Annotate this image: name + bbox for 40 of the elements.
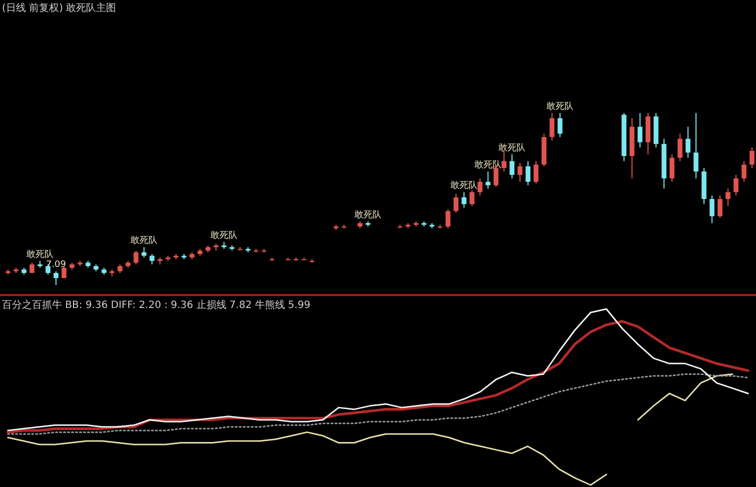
- candlestick: [150, 254, 154, 265]
- candlestick: [486, 170, 490, 190]
- candlestick: [694, 112, 698, 179]
- candlestick: [678, 133, 682, 162]
- candlestick: [558, 112, 562, 138]
- text: 敢死队: [26, 250, 54, 260]
- candlestick: [134, 250, 138, 265]
- candlestick: [470, 190, 474, 206]
- candlestick: [510, 154, 514, 179]
- chart-title: 百分之百抓牛 BB: 9.36 DIFF: 2.20 : 9.36 止损线 7.82 牛熊线 5.99: [2, 299, 310, 311]
- candlestick: [518, 162, 522, 182]
- text: 敢死队: [130, 236, 158, 246]
- candlestick: [686, 126, 690, 158]
- text: 敢死队: [210, 231, 238, 241]
- candlestick: [478, 178, 482, 196]
- chart-title: (日线 前复权) 敢死队主图: [2, 2, 116, 14]
- candlestick: [718, 195, 722, 218]
- candlestick: [54, 270, 58, 286]
- candlestick: [638, 112, 642, 148]
- text: 敢死队: [546, 102, 574, 112]
- text: 敢死队: [498, 143, 526, 154]
- candlestick: [30, 262, 34, 274]
- candlestick: [502, 150, 506, 172]
- candlestick: [526, 160, 530, 186]
- candlestick: [446, 208, 450, 229]
- text: 敢死队: [354, 210, 382, 220]
- candlestick: [670, 154, 674, 182]
- candlestick: [462, 192, 466, 208]
- candlestick: [742, 160, 746, 182]
- candlestick: [750, 146, 754, 169]
- text: 敢死队: [450, 181, 478, 192]
- text: 7.09: [46, 260, 66, 270]
- candlestick: [550, 112, 554, 142]
- candlestick: [454, 193, 458, 214]
- candlestick: [62, 266, 66, 279]
- candlestick: [142, 246, 146, 258]
- candlestick: [734, 174, 738, 196]
- candlestick: [710, 195, 714, 224]
- candlestick: [726, 188, 730, 206]
- candlestick: [534, 160, 538, 184]
